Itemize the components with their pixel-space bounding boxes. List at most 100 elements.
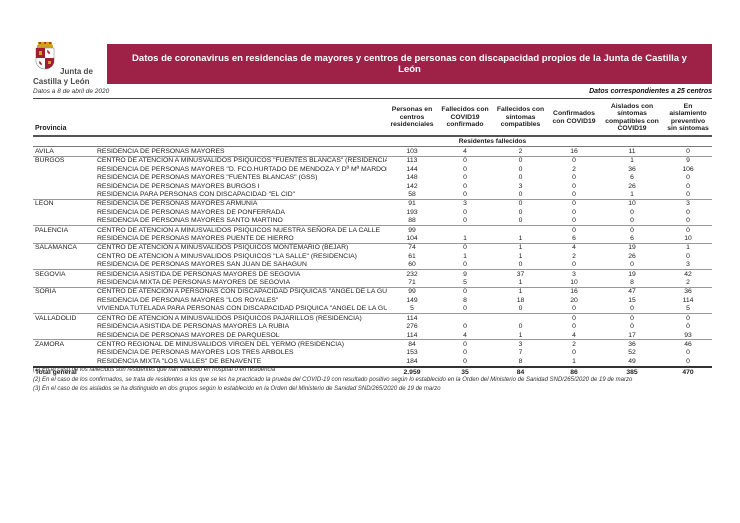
table-row: RESIDENCIA DE PERSONAS MAYORES SANTO MAR… [33, 217, 712, 226]
value-cell: 6 [630, 235, 634, 243]
value-cell: 19 [600, 242, 665, 253]
table-header-row: Provincia Personas en centros residencia… [33, 102, 713, 137]
footnote-2: (2) En el caso de los confirmados, se tr… [33, 376, 633, 383]
center-name-cell: CENTRO DE ATENCION A PERSONAS CON DISCAP… [95, 286, 388, 297]
value-cell: 0 [572, 208, 576, 216]
value-cell: 0 [463, 217, 467, 225]
province-cell [33, 296, 95, 304]
value-cell: 3 [664, 198, 713, 209]
footnotes: (1) En el caso de los fallecidos son res… [33, 366, 723, 395]
value-cell: 0 [437, 242, 494, 253]
center-name-cell: RESIDENCIA ASISTIDA DE PERSONAS MAYORES … [97, 323, 290, 331]
column-header-personas: Personas en centros residenciales [387, 102, 438, 137]
value-cell: 8 [463, 296, 467, 304]
center-name-cell: CENTRO DE ATENCION A MINUSVALIDOS PSIQUI… [95, 242, 388, 253]
center-name-cell: RESIDENCIA DE PERSONAS MAYORES BURGOS I [97, 182, 260, 190]
value-cell: 2 [572, 165, 576, 173]
value-cell: 4 [572, 331, 576, 339]
table-row: CENTRO DE ATENCION A MINUSVALIDOS PSIQUI… [33, 252, 712, 260]
province-cell: SALAMANCA [33, 242, 95, 253]
value-cell: 1 [600, 155, 665, 166]
value-cell: 1 [518, 252, 523, 260]
top-rule [33, 98, 712, 99]
value-cell: 5 [410, 305, 414, 313]
value-cell: 4 [463, 331, 467, 339]
value-cell: 3 [548, 269, 601, 279]
value-cell: 10 [570, 279, 578, 287]
value-cell: 99 [387, 286, 438, 297]
value-cell: 19 [600, 269, 665, 279]
province-cell [33, 235, 95, 244]
center-name-cell: CENTRO REGIONAL DE MINUSVALIDOS VIRGEN D… [95, 339, 388, 349]
value-cell: 0 [518, 323, 523, 331]
total-row: Total general 2.959 35 84 86 385 470 [33, 365, 713, 378]
value-cell: 0 [518, 208, 523, 216]
jcyl-logo: Junta de Castilla y León [33, 42, 115, 86]
province-cell [33, 165, 95, 173]
value-cell: 9 [664, 155, 713, 166]
center-name-cell: CENTRO DE ATENCION A MINUSVALIDOS PSIQUI… [95, 155, 388, 166]
value-cell: 0 [518, 174, 523, 182]
province-cell: PALENCIA [33, 225, 95, 235]
value-cell: 0 [518, 191, 523, 198]
value-cell: 42 [664, 269, 713, 279]
center-name-cell: RESIDENCIA DE PERSONAS MAYORES DE PONFER… [97, 208, 285, 216]
center-name-cell: CENTRO DE ATENCION A MINUSVALIDOS PSIQUI… [95, 313, 388, 323]
value-cell [493, 225, 549, 235]
province-cell [33, 191, 95, 200]
value-cell: 60 [408, 261, 416, 269]
value-cell: 0 [548, 155, 601, 166]
center-name-cell: RESIDENCIA MIXTA DE PERSONAS MAYORES DE … [97, 279, 291, 287]
value-cell: 16 [548, 146, 601, 157]
table-row: RESIDENCIA MIXTA "LOS VALLES" DE BENAVEN… [33, 357, 712, 366]
table-row: LEON RESIDENCIA DE PERSONAS MAYORES ARMUN… [33, 198, 713, 209]
logo-text-line2: Castilla y León [33, 77, 90, 86]
table-row: RESIDENCIA DE PERSONAS MAYORES "LOS ROYA… [33, 296, 712, 304]
value-cell: 99 [387, 225, 438, 235]
table-row: RESIDENCIA DE PERSONAS MAYORES DE PARQUE… [33, 331, 712, 340]
value-cell [493, 313, 549, 323]
value-cell: 46 [664, 339, 713, 349]
value-cell: 0 [548, 198, 601, 209]
value-cell: 6 [572, 235, 576, 243]
total-value: 35 [437, 365, 494, 378]
value-cell: 0 [630, 305, 634, 313]
value-cell: 37 [493, 269, 549, 279]
value-cell: 0 [518, 305, 523, 313]
table-row: RESIDENCIA DE PERSONAS MAYORES "FUENTES … [33, 174, 712, 182]
province-cell [33, 323, 95, 331]
date-note: Datos a 8 de abril de 2020 [33, 88, 110, 95]
logo-text-line1: Junta de [60, 67, 93, 76]
value-cell: 15 [628, 296, 636, 304]
footnote-1: (1) En el caso de los fallecidos son res… [33, 367, 276, 373]
value-cell: 0 [463, 182, 467, 190]
value-cell [437, 225, 494, 235]
column-header-aislamiento-preventivo: En aislamiento preventivo sin síntomas [664, 102, 713, 137]
province-cell: ZAMORA [33, 339, 95, 349]
table-row: SEGOVIA RESIDENCIA ASISTIDA DE PERSONAS M… [33, 269, 713, 279]
center-name-cell: RESIDENCIA DE PERSONAS MAYORES [95, 146, 388, 157]
value-cell: 4 [437, 146, 494, 157]
province-cell [33, 174, 95, 182]
province-cell: LEON [33, 198, 95, 209]
value-cell: 0 [686, 174, 690, 182]
value-cell: 0 [630, 323, 634, 331]
value-cell: 47 [600, 286, 665, 297]
table-row: SORIA CENTRO DE ATENCION A PERSONAS CON D… [33, 286, 713, 297]
center-name-cell: RESIDENCIA DE PERSONAS MAYORES SAN JUAN … [97, 261, 307, 269]
centers-note: Datos correspondientes a 25 centros [589, 88, 712, 95]
value-cell: 1 [664, 242, 713, 253]
value-cell: 0 [686, 182, 690, 190]
value-cell: 0 [463, 174, 467, 182]
province-cell: BURGOS [33, 155, 95, 166]
table-row: RESIDENCIA DE PERSONAS MAYORES BURGOS I 1… [33, 182, 712, 190]
value-cell: 149 [406, 296, 418, 304]
value-cell: 0 [437, 155, 494, 166]
value-cell: 2 [548, 339, 601, 349]
center-name-cell: RESIDENCIA DE PERSONAS MAYORES "FUENTES … [97, 174, 318, 182]
value-cell: 36 [600, 339, 665, 349]
value-cell: 276 [406, 323, 418, 331]
value-cell: 4 [548, 242, 601, 253]
value-cell: 0 [630, 261, 634, 269]
value-cell: 0 [493, 155, 549, 166]
